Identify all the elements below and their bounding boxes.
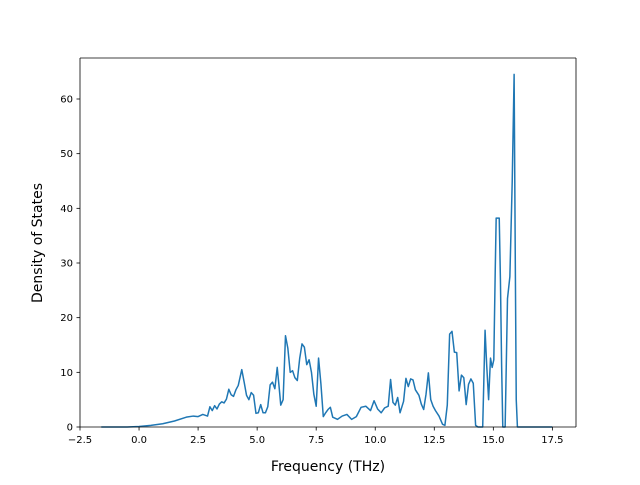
x-tick-label: 17.5 bbox=[541, 435, 563, 446]
y-tick-label: 60 bbox=[60, 95, 73, 106]
x-tick-label: 12.5 bbox=[423, 435, 445, 446]
x-axis-title: Frequency (THz) bbox=[271, 459, 385, 475]
x-tick-label: −2.5 bbox=[68, 435, 92, 446]
x-tick-label: 0.0 bbox=[131, 435, 147, 446]
y-tick-label: 0 bbox=[67, 423, 73, 434]
plot-area bbox=[79, 57, 577, 428]
x-tick-label: 2.5 bbox=[190, 435, 206, 446]
x-tick-label: 7.5 bbox=[308, 435, 324, 446]
y-tick-label: 50 bbox=[60, 149, 73, 160]
y-tick-label: 20 bbox=[60, 313, 73, 324]
y-tick-label: 10 bbox=[60, 368, 73, 379]
y-tick-label: 30 bbox=[60, 259, 73, 270]
x-tick-label: 15.0 bbox=[482, 435, 504, 446]
x-tick-label: 5.0 bbox=[249, 435, 265, 446]
y-tick-label: 40 bbox=[60, 204, 73, 215]
y-axis-title: Density of States bbox=[30, 183, 46, 303]
axis-ticks: −2.5 0.0 2.5 5.0 7.5 10.0 12.5 15.0 17.5 0 10 20 30 4… bbox=[60, 95, 563, 447]
dos-series-line bbox=[101, 73, 553, 428]
x-tick-label: 10.0 bbox=[364, 435, 386, 446]
